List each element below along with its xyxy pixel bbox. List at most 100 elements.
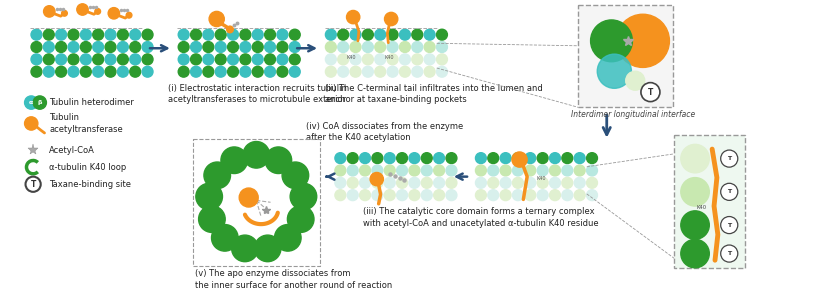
Circle shape — [228, 54, 239, 65]
Circle shape — [277, 54, 287, 65]
Circle shape — [228, 42, 239, 52]
Circle shape — [80, 54, 91, 65]
Circle shape — [338, 42, 349, 52]
Circle shape — [80, 42, 91, 52]
Circle shape — [252, 29, 263, 40]
Circle shape — [347, 178, 358, 188]
Circle shape — [488, 165, 499, 176]
Circle shape — [335, 165, 346, 176]
Circle shape — [396, 153, 407, 164]
Circle shape — [446, 178, 457, 188]
Circle shape — [191, 29, 202, 40]
Circle shape — [721, 183, 738, 200]
Circle shape — [396, 178, 407, 188]
Text: Interdimer longitudinal interface: Interdimer longitudinal interface — [571, 110, 695, 119]
Circle shape — [412, 66, 423, 77]
Text: K40: K40 — [347, 55, 356, 60]
Circle shape — [537, 153, 548, 164]
Circle shape — [240, 42, 251, 52]
Circle shape — [409, 190, 420, 200]
Circle shape — [549, 153, 560, 164]
Circle shape — [178, 54, 189, 65]
Circle shape — [68, 29, 79, 40]
Text: T: T — [727, 189, 731, 194]
Circle shape — [198, 206, 225, 233]
Circle shape — [105, 66, 116, 77]
Circle shape — [512, 190, 524, 200]
Circle shape — [93, 54, 103, 65]
Circle shape — [105, 42, 116, 52]
Circle shape — [203, 54, 214, 65]
Circle shape — [476, 178, 487, 188]
Circle shape — [191, 54, 202, 65]
Circle shape — [476, 153, 487, 164]
Circle shape — [412, 42, 423, 52]
Circle shape — [421, 178, 432, 188]
Circle shape — [359, 153, 371, 164]
Circle shape — [211, 225, 238, 251]
Circle shape — [130, 29, 140, 40]
Circle shape — [335, 153, 346, 164]
Circle shape — [537, 165, 548, 176]
Circle shape — [525, 178, 536, 188]
Circle shape — [43, 29, 55, 40]
Circle shape — [425, 29, 435, 40]
Bar — [674, 135, 745, 268]
Circle shape — [409, 153, 420, 164]
Circle shape — [476, 190, 487, 200]
Circle shape — [574, 190, 585, 200]
Circle shape — [347, 10, 360, 24]
Circle shape — [501, 178, 511, 188]
Circle shape — [117, 42, 128, 52]
Circle shape — [436, 42, 448, 52]
Text: K40: K40 — [697, 205, 707, 210]
Circle shape — [117, 54, 128, 65]
Circle shape — [372, 178, 382, 188]
Circle shape — [335, 178, 346, 188]
Circle shape — [216, 29, 226, 40]
Circle shape — [68, 66, 79, 77]
Circle shape — [549, 165, 560, 176]
Circle shape — [512, 178, 524, 188]
Circle shape — [25, 117, 38, 130]
Circle shape — [501, 153, 511, 164]
Circle shape — [31, 66, 42, 77]
Circle shape — [501, 190, 511, 200]
Circle shape — [562, 178, 572, 188]
Circle shape — [681, 178, 710, 206]
Circle shape — [384, 165, 395, 176]
Circle shape — [62, 10, 67, 16]
Circle shape — [178, 42, 189, 52]
Bar — [578, 5, 673, 107]
Circle shape — [117, 66, 128, 77]
Circle shape — [363, 54, 373, 65]
Circle shape — [274, 225, 301, 251]
Circle shape — [425, 54, 435, 65]
Text: T: T — [648, 88, 653, 97]
Circle shape — [350, 66, 361, 77]
Text: (v) The apo enzyme dissociates from
the inner surface for another round of react: (v) The apo enzyme dissociates from the … — [195, 269, 392, 290]
Circle shape — [178, 29, 189, 40]
Circle shape — [117, 29, 128, 40]
Circle shape — [434, 165, 444, 176]
Circle shape — [387, 29, 398, 40]
Circle shape — [562, 190, 572, 200]
Circle shape — [476, 165, 487, 176]
Circle shape — [586, 178, 597, 188]
Circle shape — [80, 66, 91, 77]
Circle shape — [204, 162, 230, 189]
Circle shape — [55, 66, 67, 77]
Circle shape — [226, 26, 233, 33]
Circle shape — [537, 190, 548, 200]
Circle shape — [586, 165, 597, 176]
Circle shape — [409, 165, 420, 176]
Circle shape — [681, 144, 710, 173]
Circle shape — [436, 54, 448, 65]
Circle shape — [363, 29, 373, 40]
Circle shape — [721, 245, 738, 262]
Circle shape — [350, 29, 361, 40]
Circle shape — [525, 190, 536, 200]
Circle shape — [384, 178, 395, 188]
Circle shape — [436, 66, 448, 77]
Circle shape — [203, 66, 214, 77]
